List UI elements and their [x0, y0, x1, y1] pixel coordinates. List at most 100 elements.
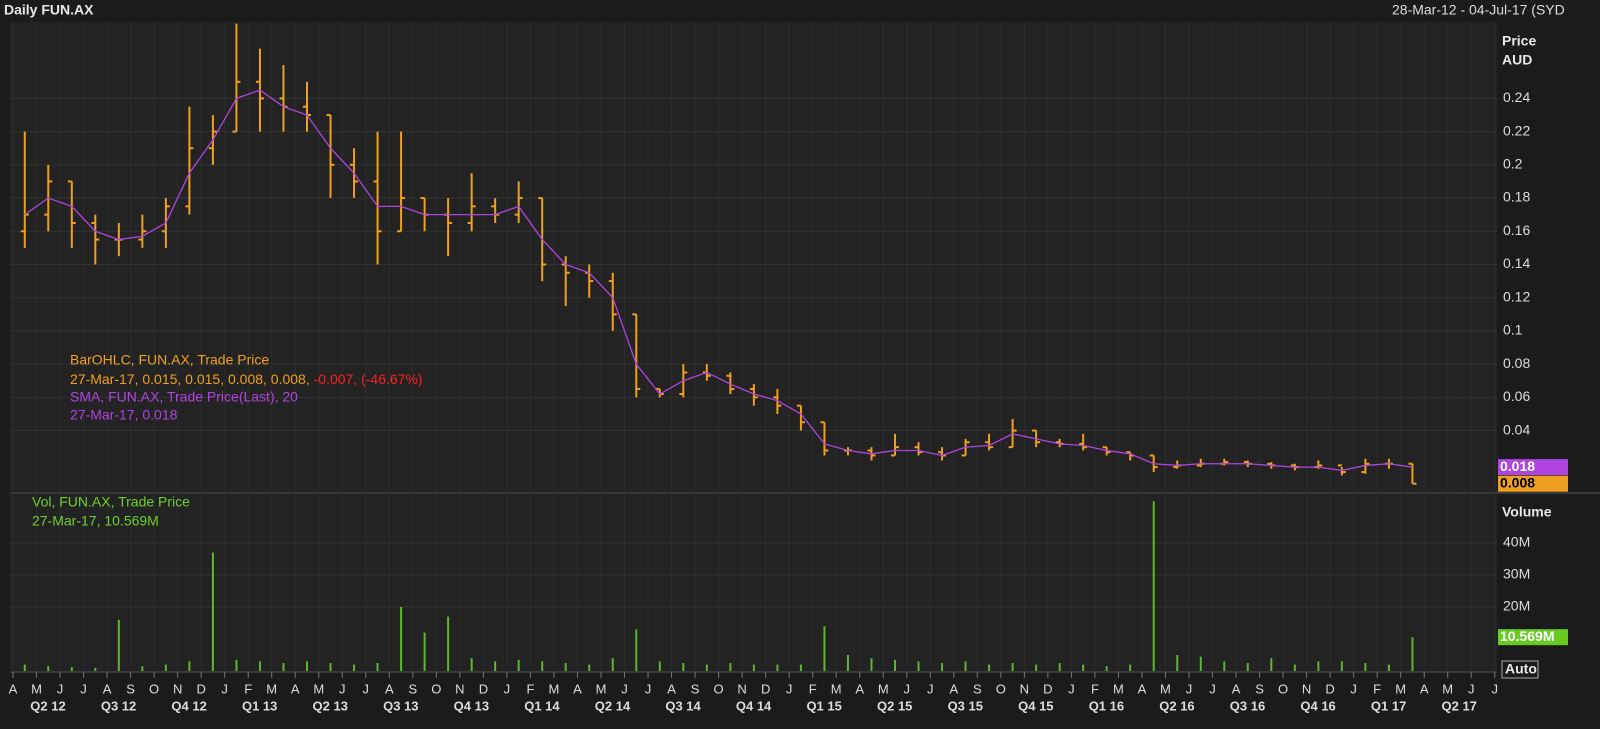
volume-bar [1105, 666, 1108, 671]
x-tick-label: J [1068, 681, 1075, 696]
x-tick-label: A [667, 681, 676, 696]
x-tick-label: J [621, 681, 628, 696]
x-tick-label: J [1350, 681, 1357, 696]
volume-bar [1082, 664, 1085, 671]
x-tick-label: S [973, 681, 982, 696]
volume-bar [235, 659, 238, 671]
volume-bar [211, 552, 214, 671]
x-tick-label: M [313, 681, 324, 696]
volume-bar [823, 626, 826, 671]
x-tick-label: J [363, 681, 370, 696]
x-tick-label: F [1091, 681, 1099, 696]
volume-bar [517, 659, 520, 671]
volume-bar [1340, 661, 1343, 671]
volume-bar [258, 661, 261, 671]
x-tick-label: J [80, 681, 87, 696]
x-tick-label: N [1020, 681, 1029, 696]
legend-sma-values: 27-Mar-17, 0.018 [70, 407, 178, 423]
volume-bar [117, 619, 120, 671]
x-tick-label: A [1138, 681, 1147, 696]
x-tick-label: S [409, 681, 418, 696]
volume-bar [1364, 662, 1367, 671]
quarter-label: Q2 12 [30, 698, 65, 713]
last-value-label: 0.018 [1500, 458, 1535, 474]
quarter-label: Q3 13 [383, 698, 418, 713]
quarter-label: Q1 17 [1371, 698, 1406, 713]
x-tick-label: F [809, 681, 817, 696]
x-tick-label: J [57, 681, 64, 696]
x-tick-label: M [878, 681, 889, 696]
scale-mode[interactable]: Auto [1505, 661, 1537, 677]
x-tick-label: M [1113, 681, 1124, 696]
y-tick-label: 20M [1503, 598, 1530, 614]
last-value-tag [1498, 629, 1568, 646]
x-tick-label: D [479, 681, 488, 696]
volume-bar [423, 632, 426, 671]
y-tick-label: 0.24 [1503, 89, 1530, 105]
volume-bar [894, 659, 896, 671]
x-tick-label: D [1043, 681, 1052, 696]
y-tick-label: 0.04 [1503, 421, 1530, 437]
quarter-label: Q1 15 [806, 698, 841, 713]
volume-bar [1199, 656, 1202, 671]
x-tick-label: M [1442, 681, 1453, 696]
volume-bar [70, 667, 73, 671]
volume-bar [1223, 661, 1226, 671]
x-tick-label: A [573, 681, 582, 696]
volume-bar [1270, 658, 1273, 671]
y-tick-label: 0.16 [1503, 222, 1530, 238]
quarter-label: Q4 16 [1300, 698, 1335, 713]
quarter-label: Q1 16 [1089, 698, 1124, 713]
volume-bar [1058, 662, 1061, 671]
x-tick-label: M [549, 681, 560, 696]
x-tick-label: A [1232, 681, 1241, 696]
x-tick-label: M [1160, 681, 1171, 696]
quarter-label: Q4 13 [454, 698, 489, 713]
y-tick-label: 0.1 [1503, 322, 1523, 338]
last-value-label: 0.008 [1500, 474, 1535, 490]
x-tick-label: O [431, 681, 441, 696]
y-tick-label: 0.2 [1503, 156, 1523, 172]
quarter-label: Q1 13 [242, 698, 277, 713]
volume-bar [141, 666, 144, 671]
quarter-label: Q1 14 [524, 698, 560, 713]
volume-bar [729, 662, 732, 671]
x-tick-label: F [1373, 681, 1381, 696]
quarter-label: Q3 15 [948, 698, 983, 713]
x-tick-label: D [196, 681, 205, 696]
volume-bar [353, 664, 356, 671]
y-tick-label: 0.06 [1503, 388, 1530, 404]
quarter-label: Q3 14 [665, 698, 701, 713]
volume-bar [658, 661, 661, 671]
quarter-label: Q4 15 [1018, 698, 1053, 713]
volume-bar [1246, 662, 1249, 671]
volume-bar [1387, 664, 1390, 671]
x-tick-label: A [949, 681, 958, 696]
x-tick-label: A [1420, 681, 1429, 696]
x-tick-label: J [504, 681, 511, 696]
price-panel [10, 22, 1497, 492]
x-tick-label: N [737, 681, 746, 696]
quarter-label: Q4 12 [171, 698, 206, 713]
volume-bar [47, 666, 50, 671]
scale-mode-box[interactable] [1501, 660, 1539, 679]
x-tick-label: O [149, 681, 159, 696]
y-axis-title: Price [1502, 33, 1536, 49]
quarter-label: Q2 17 [1441, 698, 1476, 713]
x-tick-label: F [526, 681, 534, 696]
y-tick-label: 0.14 [1503, 255, 1530, 271]
quarter-label: Q3 12 [101, 698, 136, 713]
volume-bar [400, 606, 403, 671]
volume-bar [635, 629, 638, 671]
x-tick-label: J [1492, 681, 1499, 696]
x-tick-label: J [927, 681, 934, 696]
x-tick-label: M [31, 681, 42, 696]
y-tick-label: 40M [1503, 534, 1530, 550]
legend-values: 27-Mar-17, 0.015, 0.015, 0.008, 0.008, [70, 371, 310, 387]
volume-bar [564, 662, 567, 671]
volume-bar [494, 661, 497, 671]
legend-ohlc: BarOHLC, FUN.AX, Trade Price [70, 352, 269, 368]
x-tick-label: M [266, 681, 277, 696]
x-tick-label: O [996, 681, 1006, 696]
